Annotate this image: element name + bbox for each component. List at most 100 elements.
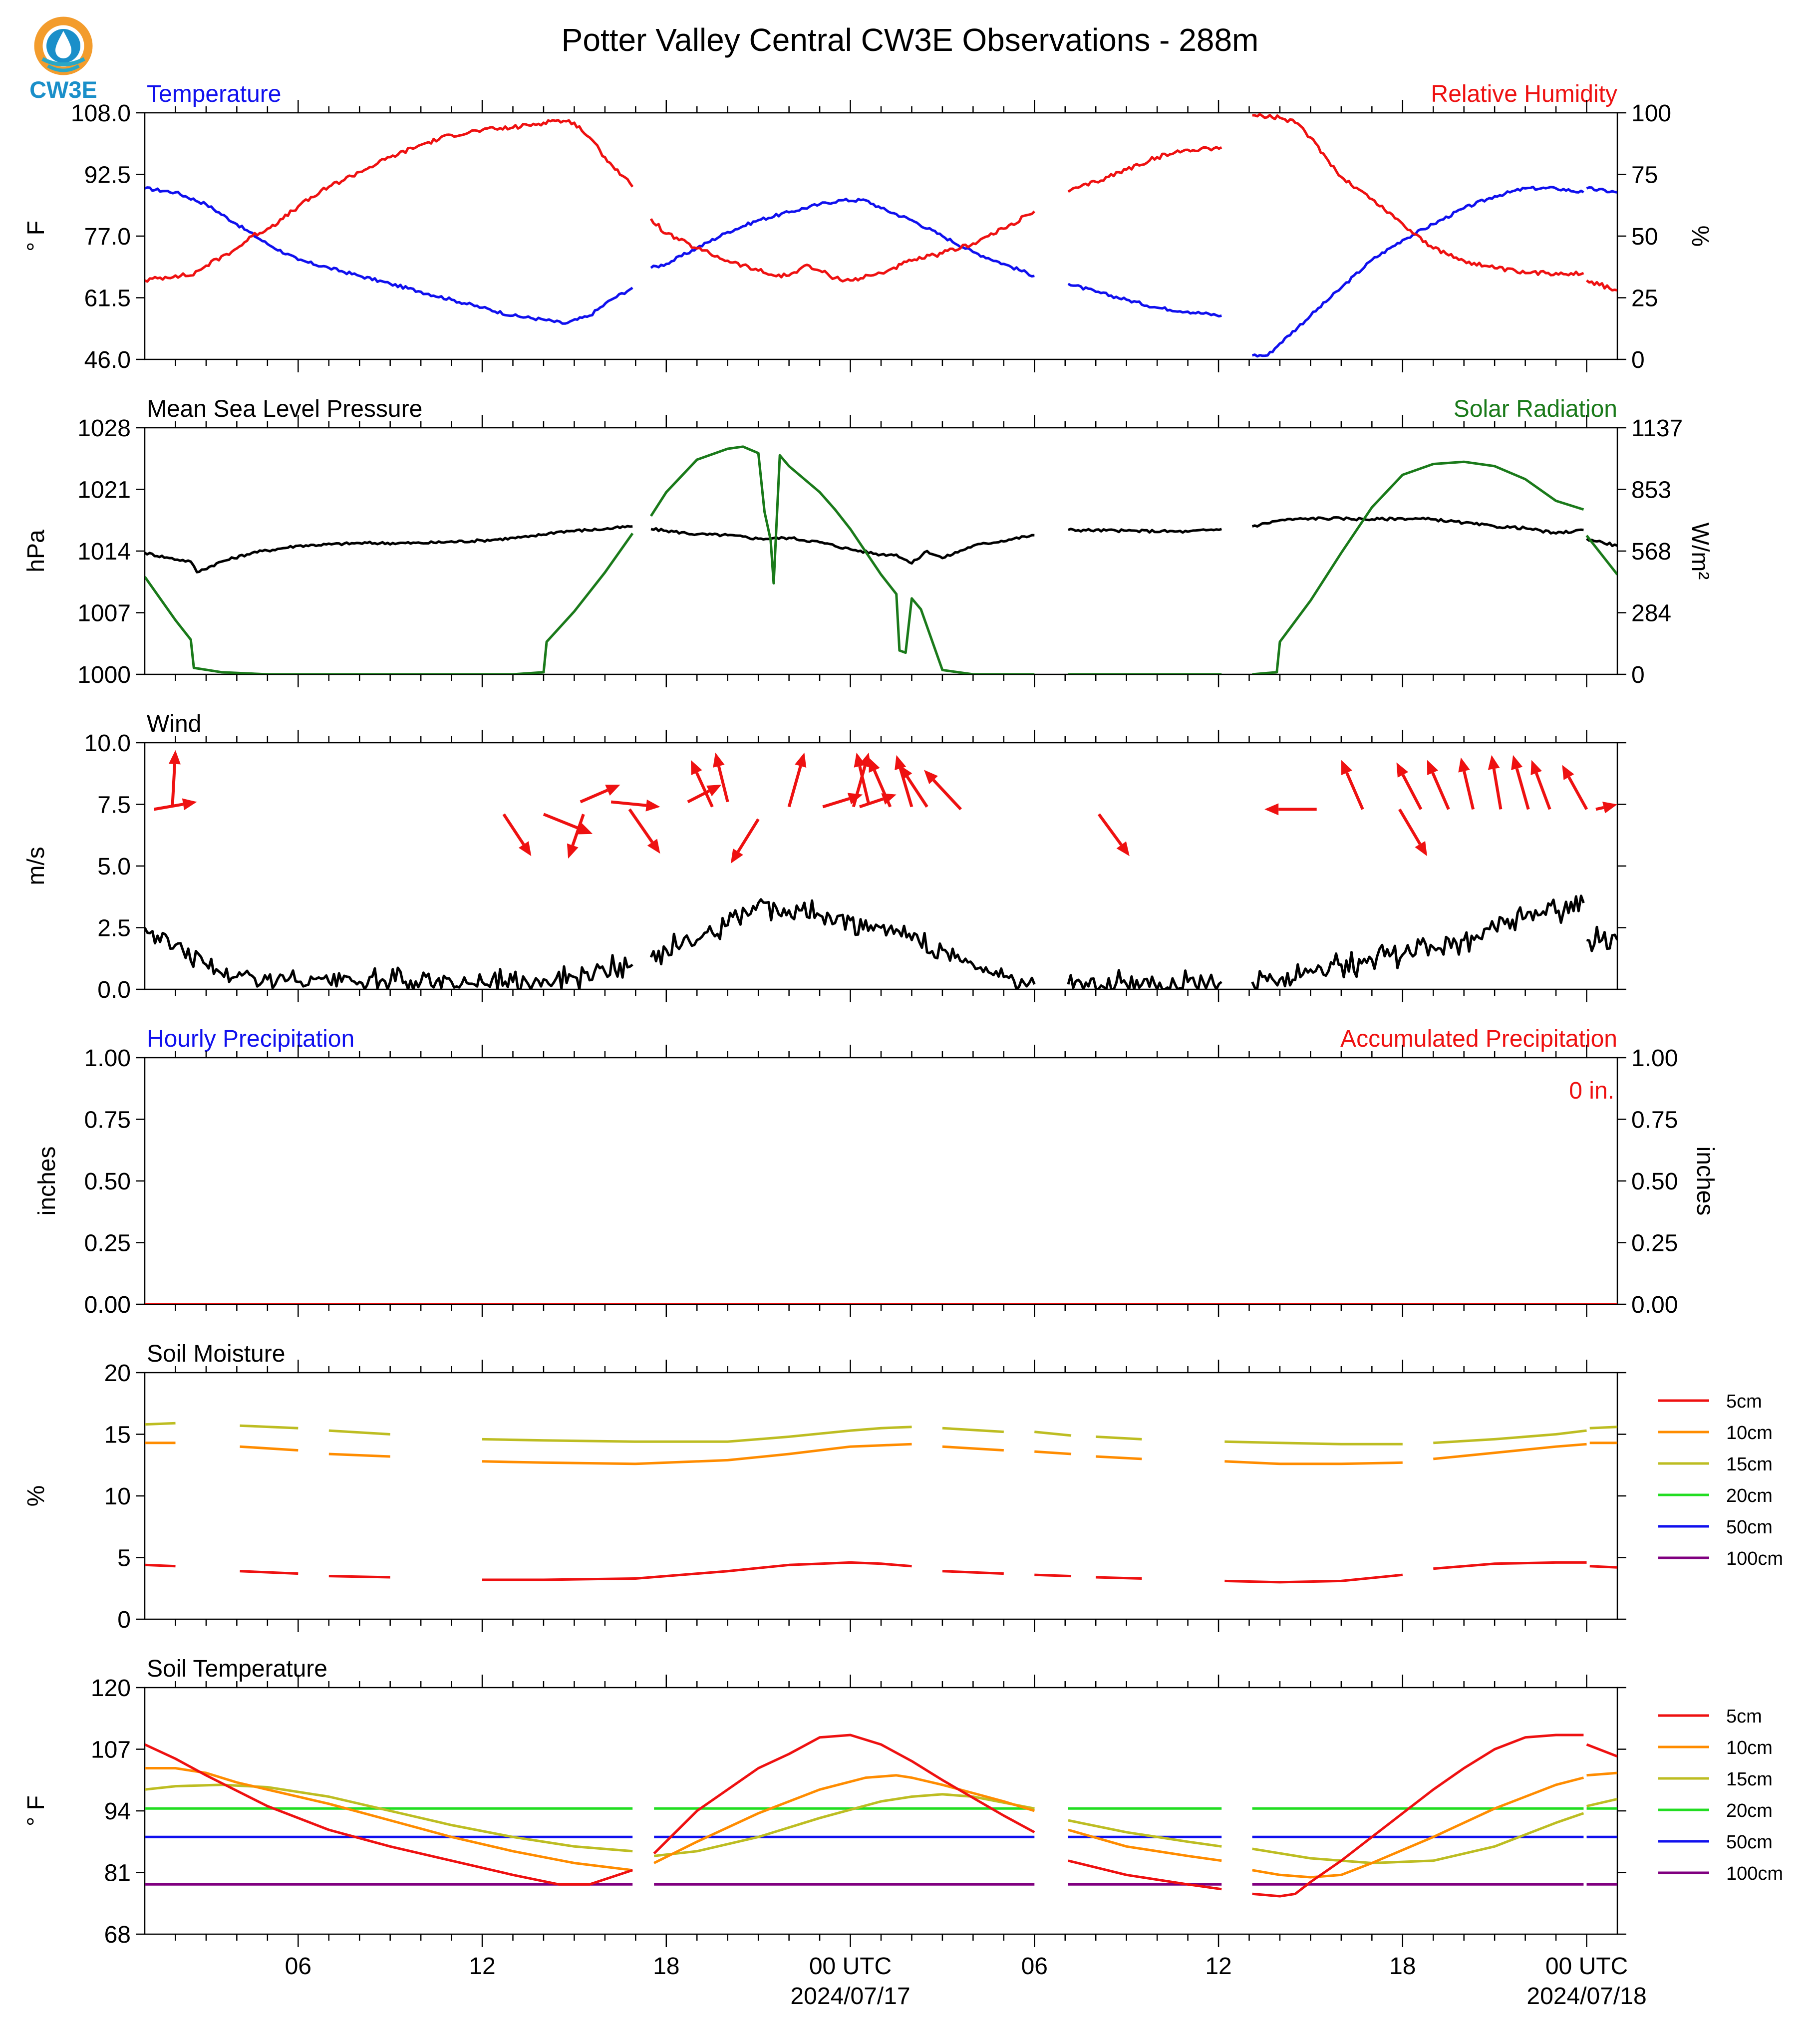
wind-arrow	[1341, 760, 1364, 810]
y-tick-label-left: 5	[117, 1545, 131, 1572]
y-tick-label-left: 68	[104, 1922, 131, 1948]
y-tick-label-right: 75	[1631, 162, 1658, 189]
wind-arrow	[1458, 757, 1475, 810]
logo-text: CW3E	[29, 76, 97, 103]
wind-arrow	[543, 813, 593, 835]
wind-arrow	[1562, 765, 1588, 810]
svg-text:15cm: 15cm	[1726, 1769, 1773, 1790]
y-tick-label-left: 1014	[77, 539, 131, 565]
y-tick-label-left: 92.5	[84, 162, 131, 189]
legend-entry: 15cm	[1658, 1769, 1773, 1790]
wind-arrow	[787, 752, 807, 808]
legend-entry: 10cm	[1658, 1423, 1773, 1444]
y-tick-label-right: 853	[1631, 477, 1671, 504]
y-tick-label-right: 0.00	[1631, 1292, 1678, 1318]
panel-label-right: Relative Humidity	[1431, 81, 1617, 107]
x-tick-label: 00 UTC	[1545, 1953, 1628, 1980]
wind-arrow	[628, 808, 660, 854]
y-tick-label-left: 10	[104, 1483, 131, 1510]
y-tick-label-left: 1007	[77, 600, 131, 627]
svg-text:10cm: 10cm	[1726, 1423, 1773, 1444]
wind-arrow	[1427, 760, 1450, 810]
wind-arrow	[730, 818, 760, 864]
series-line	[145, 185, 1617, 358]
y-tick-label-right: 0.50	[1631, 1168, 1678, 1195]
wind-arrow	[1511, 755, 1530, 810]
y-tick-label-left: 120	[91, 1675, 131, 1702]
x-tick-label: 06	[285, 1953, 311, 1980]
legend-entry: 20cm	[1658, 1485, 1773, 1506]
series-line	[145, 445, 1617, 674]
x-tick-label: 12	[1205, 1953, 1231, 1980]
legend-entry: 10cm	[1658, 1738, 1773, 1758]
legend-entry: 50cm	[1658, 1832, 1773, 1853]
legend-entry: 100cm	[1658, 1548, 1783, 1569]
y-tick-label-left: 77.0	[84, 224, 131, 250]
y-tick-label-left: 61.5	[84, 286, 131, 312]
svg-text:20cm: 20cm	[1726, 1485, 1773, 1506]
y-tick-label-left: 1000	[77, 662, 131, 688]
y-tick-label-left: 81	[104, 1860, 131, 1887]
legend-entry: 5cm	[1658, 1706, 1762, 1727]
wind-arrow	[168, 750, 181, 807]
wind-arrow	[899, 765, 928, 808]
y-tick-label-right: 284	[1631, 600, 1671, 627]
y-tick-label-right: 1.00	[1631, 1045, 1678, 1072]
y-tick-label-left: 5.0	[97, 854, 131, 880]
y-axis-title-left: ° F	[23, 1795, 49, 1826]
panel-label-left: Hourly Precipitation	[147, 1026, 354, 1052]
y-tick-label-left: 7.5	[97, 792, 131, 819]
panel-wind: Wind 0.0 2.5 5.0 7.5 10.0 m/s	[23, 711, 1626, 1003]
series-line	[145, 894, 1617, 989]
y-tick-label-left: 0.50	[84, 1168, 131, 1195]
wind-arrow	[610, 799, 660, 812]
svg-text:100cm: 100cm	[1726, 1548, 1783, 1569]
series-line	[145, 1734, 1617, 1898]
wind-arrow	[580, 784, 620, 804]
wind-arrow	[869, 757, 892, 808]
cw3e-logo: CW3E	[29, 16, 97, 103]
panel-label-right: Solar Radiation	[1454, 396, 1617, 422]
y-axis-title-left: ° F	[23, 221, 49, 252]
y-tick-label-left: 46.0	[84, 347, 131, 373]
y-axis-title-right: %	[1687, 226, 1713, 247]
y-tick-label-right: 100	[1631, 100, 1671, 127]
panel-pressure_solar: Mean Sea Level Pressure Solar Radiation 10…	[23, 396, 1713, 688]
wind-arrow	[1488, 755, 1503, 810]
svg-text:100cm: 100cm	[1726, 1863, 1783, 1884]
y-tick-label-left: 0	[117, 1607, 131, 1633]
y-tick-label-left: 94	[104, 1798, 131, 1825]
y-tick-label-left: 1.00	[84, 1045, 131, 1072]
panel-label-left: Soil Temperature	[147, 1656, 327, 1682]
panel-label-right: Accumulated Precipitation	[1340, 1026, 1617, 1052]
wind-arrow	[713, 752, 729, 803]
y-tick-label-left: 10.0	[84, 730, 131, 757]
y-axis-title-right: W/m²	[1687, 523, 1713, 580]
legend-entry: 20cm	[1658, 1800, 1773, 1821]
y-tick-label-right: 0.25	[1631, 1230, 1678, 1257]
y-tick-label-left: 0.0	[97, 977, 131, 1003]
y-tick-label-right: 0	[1631, 347, 1645, 373]
svg-text:10cm: 10cm	[1726, 1738, 1773, 1758]
x-date-label: 2024/07/18	[1526, 1983, 1646, 2010]
x-date-label: 2024/07/17	[790, 1983, 910, 2010]
wind-arrow	[1264, 803, 1317, 816]
svg-text:5cm: 5cm	[1726, 1706, 1762, 1727]
panel-label-left: Wind	[147, 711, 201, 737]
y-tick-label-left: 20	[104, 1360, 131, 1387]
svg-text:15cm: 15cm	[1726, 1454, 1773, 1475]
x-tick-label: 00 UTC	[809, 1953, 892, 1980]
wind-arrow	[854, 752, 871, 805]
y-tick-label-right: 50	[1631, 224, 1658, 250]
panels: Temperature Relative Humidity 46.0 61.5 77.0…	[23, 81, 1783, 2010]
wind-arrow	[1396, 762, 1423, 810]
wind-arrow	[153, 798, 197, 811]
wind-arrow	[1530, 760, 1551, 810]
y-tick-label-left: 0.75	[84, 1107, 131, 1134]
wind-arrow	[1097, 813, 1130, 857]
y-tick-label-right: 25	[1631, 286, 1658, 312]
y-tick-label-left: 1028	[77, 415, 131, 442]
panel-label-left: Temperature	[147, 81, 281, 107]
panel-label-left: Soil Moisture	[147, 1341, 285, 1367]
panel-soil_moisture: Soil Moisture 0 5 10 15 20% 5cm 10cm 15cm 20cm 50c…	[23, 1341, 1783, 1633]
